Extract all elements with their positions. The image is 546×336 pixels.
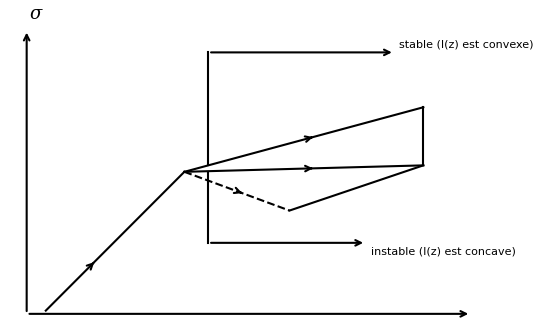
- Text: σ: σ: [29, 5, 41, 23]
- Text: stable (I(z) est convexe): stable (I(z) est convexe): [400, 39, 534, 49]
- Text: instable (I(z) est concave): instable (I(z) est concave): [371, 246, 515, 256]
